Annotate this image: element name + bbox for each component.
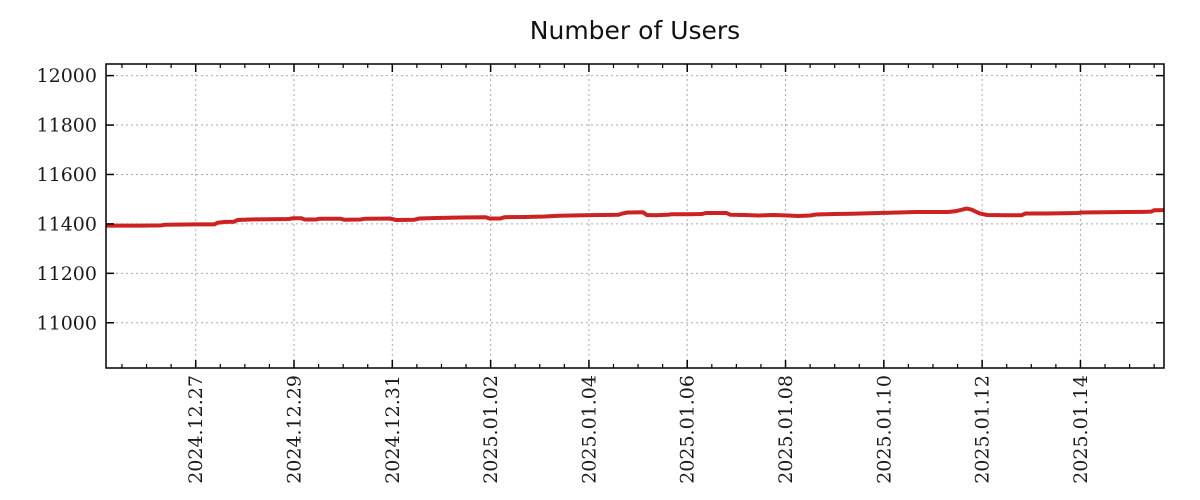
x-tick-label: 2025.01.10	[873, 375, 895, 484]
x-tick-label: 2025.01.04	[578, 375, 600, 484]
y-tick-label: 11400	[37, 213, 97, 235]
y-tick-label: 11000	[37, 312, 97, 334]
x-tick-label: 2024.12.29	[284, 375, 306, 484]
x-tick-label: 2024.12.31	[382, 375, 404, 484]
x-tick-label: 2025.01.14	[1070, 375, 1092, 484]
x-tick-label: 2024.12.27	[185, 375, 207, 484]
x-tick-label: 2025.01.02	[480, 375, 502, 484]
plot-border	[105, 63, 1165, 369]
x-tick-label: 2025.01.12	[972, 375, 994, 484]
chart-title: Number of Users	[530, 16, 740, 45]
axis-layer: 11000 11200 11400 11600 11800 12000 2024.12.27…	[37, 64, 1164, 484]
y-tick-label: 11200	[37, 263, 97, 285]
series-layer	[106, 206, 1165, 228]
grid-layer	[106, 64, 1164, 368]
y-tick-label: 11600	[37, 164, 97, 186]
y-tick-label: 12000	[37, 65, 97, 87]
x-tick-label: 2025.01.06	[677, 375, 699, 484]
y-tick-label: 11800	[37, 115, 97, 137]
x-tick-label: 2025.01.08	[775, 375, 797, 484]
users-series-line	[106, 206, 1165, 228]
